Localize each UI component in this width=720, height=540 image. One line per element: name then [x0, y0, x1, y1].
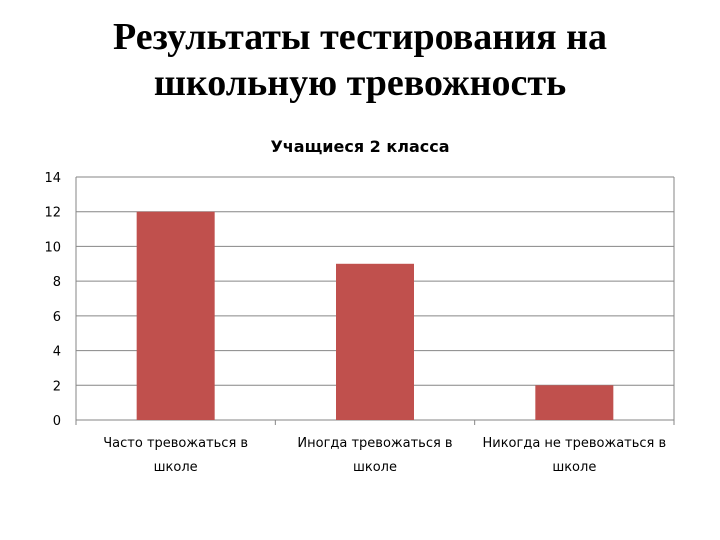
x-category-label: школе: [552, 460, 596, 475]
y-tick-label: 6: [53, 310, 61, 325]
x-category-label: Никогда не тревожаться в: [482, 436, 666, 451]
slide-title-line-1: Результаты тестирования на: [113, 16, 607, 58]
x-category-label: школе: [154, 460, 198, 475]
x-category-label: школе: [353, 460, 397, 475]
bar: [336, 263, 414, 420]
y-tick-label: 4: [53, 345, 61, 360]
y-tick-label: 14: [44, 171, 61, 186]
chart-title: Учащиеся 2 класса: [270, 137, 450, 156]
y-tick-label: 0: [53, 414, 61, 429]
y-tick-label: 8: [53, 275, 61, 290]
x-category-label: Часто тревожаться в: [103, 436, 248, 451]
y-tick-label: 12: [44, 206, 61, 221]
x-category-label: Иногда тревожаться в: [297, 436, 452, 451]
bar: [535, 385, 614, 420]
slide-title: Результаты тестирования на школьную трев…: [0, 14, 720, 106]
slide-title-line-2: школьную тревожность: [153, 62, 567, 104]
y-tick-label: 10: [44, 240, 61, 255]
bar: [136, 211, 215, 420]
y-tick-label: 2: [53, 379, 61, 394]
